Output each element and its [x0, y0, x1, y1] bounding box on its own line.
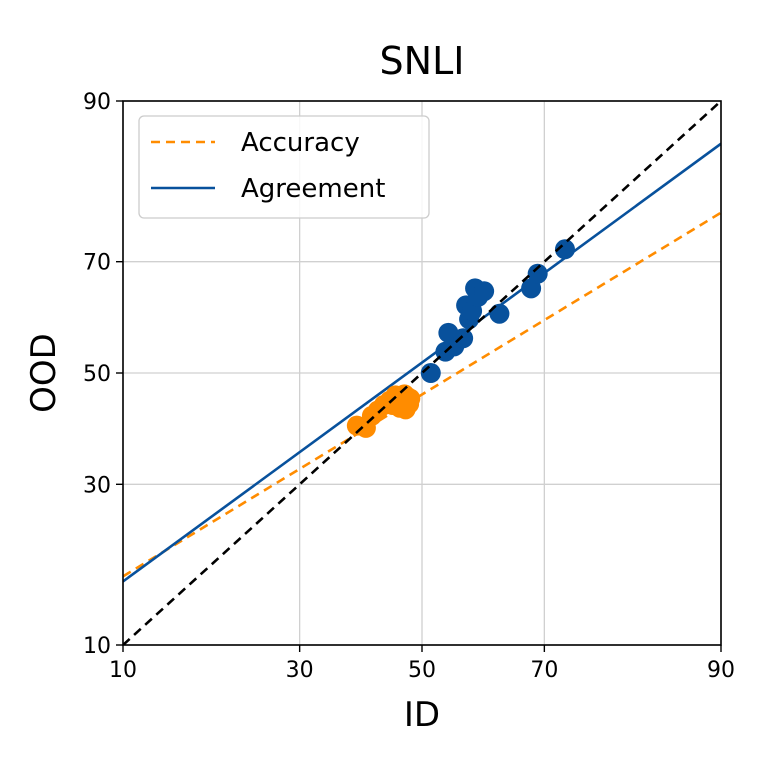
y-tick-label: 90	[83, 90, 111, 115]
point-agreement	[554, 239, 575, 260]
x-tick-label: 10	[109, 658, 137, 683]
legend: Accuracy Agreement	[138, 115, 430, 219]
plot-area	[123, 101, 721, 645]
x-tick-label: 50	[408, 658, 436, 683]
ticks: 10 30 50 70 90 10 30 50 70 90	[83, 90, 735, 683]
x-tick-label: 70	[530, 658, 558, 683]
x-axis-label: ID	[404, 695, 440, 735]
legend-label-accuracy: Accuracy	[241, 128, 360, 158]
y-tick-label: 50	[83, 362, 111, 387]
point-accuracy	[387, 392, 408, 413]
fit-line-agreement	[123, 142, 721, 583]
point-agreement	[453, 328, 474, 349]
y-tick-label: 10	[83, 634, 111, 659]
x-tick-label: 30	[286, 658, 314, 683]
y-tick-label: 30	[83, 473, 111, 498]
point-agreement	[474, 281, 495, 302]
y-axis-label: OOD	[24, 333, 64, 413]
point-agreement	[527, 263, 548, 284]
fit-line-accuracy	[123, 211, 721, 578]
plot-frame	[122, 100, 722, 646]
chart-title: SNLI	[380, 39, 465, 83]
x-tick-label: 90	[707, 658, 735, 683]
y-tick-label: 70	[83, 251, 111, 276]
point-agreement	[489, 303, 510, 324]
legend-label-agreement: Agreement	[241, 174, 385, 204]
